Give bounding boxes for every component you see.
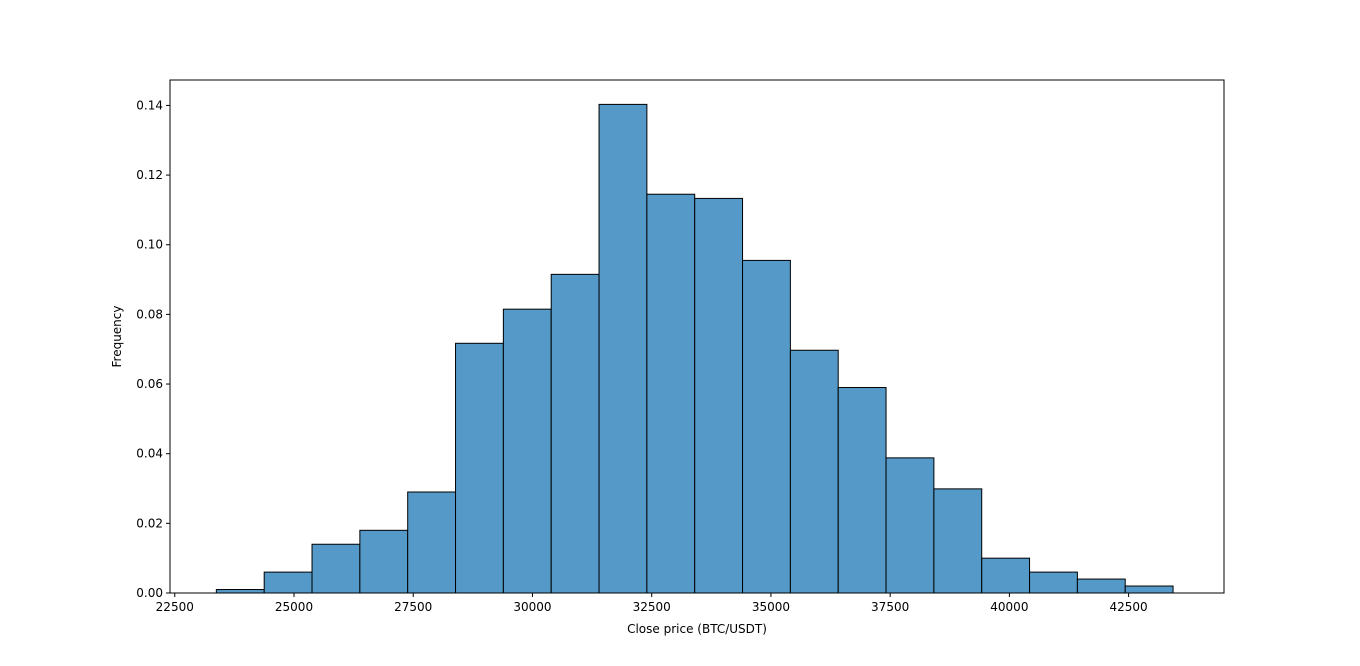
x-tick-label-8: 42500 <box>1110 600 1148 614</box>
x-tick-label-0: 22500 <box>156 600 194 614</box>
y-axis-label: Frequency <box>110 306 124 368</box>
histogram-bar-7 <box>550 273 600 594</box>
bars-group <box>215 103 1174 594</box>
histogram-bar-17 <box>1029 571 1078 594</box>
y-tick-label-7: 0.14 <box>136 98 163 112</box>
x-tick-label-4: 32500 <box>633 600 671 614</box>
x-tick-label-1: 25000 <box>275 600 313 614</box>
y-axis-ticks: 0.00 0.02 0.04 0.06 0.08 0.10 0.12 0.14 <box>136 98 170 600</box>
histogram-bar-6 <box>502 308 552 594</box>
histogram-bar-13 <box>837 387 887 594</box>
y-tick-label-6: 0.12 <box>136 168 163 182</box>
x-axis-label: Close price (BTC/USDT) <box>627 622 767 636</box>
histogram-bar-8 <box>598 103 648 594</box>
histogram-bar-11 <box>742 259 791 594</box>
x-axis-ticks: 22500 25000 27500 30000 32500 35000 37500 40000… <box>156 593 1148 614</box>
histogram-bar-14 <box>885 457 935 594</box>
histogram-bar-10 <box>694 197 744 594</box>
x-tick-label-2: 27500 <box>394 600 432 614</box>
histogram-bar-0 <box>215 589 265 594</box>
histogram-bar-15 <box>933 488 983 594</box>
x-tick-label-6: 37500 <box>871 600 909 614</box>
y-tick-label-3: 0.06 <box>136 377 163 391</box>
histogram-bar-19 <box>1124 585 1174 594</box>
y-tick-label-2: 0.04 <box>136 447 163 461</box>
x-tick-label-3: 30000 <box>513 600 551 614</box>
plot-frame <box>169 79 1225 594</box>
histogram-bar-18 <box>1076 578 1126 594</box>
histogram-bar-9 <box>646 193 696 594</box>
x-tick-label-7: 40000 <box>990 600 1028 614</box>
histogram-bar-3 <box>359 529 409 594</box>
y-tick-label-1: 0.02 <box>136 516 163 530</box>
histogram-bar-5 <box>455 342 504 594</box>
y-tick-label-5: 0.10 <box>136 238 163 252</box>
histogram-bar-4 <box>407 491 457 594</box>
histogram-bar-2 <box>311 543 361 594</box>
histogram-bar-12 <box>789 349 839 594</box>
histogram-bar-16 <box>981 557 1031 594</box>
y-tick-label-4: 0.08 <box>136 307 163 321</box>
y-tick-label-0: 0.00 <box>136 586 163 600</box>
histogram-bar-1 <box>263 571 313 594</box>
x-tick-label-5: 35000 <box>752 600 790 614</box>
